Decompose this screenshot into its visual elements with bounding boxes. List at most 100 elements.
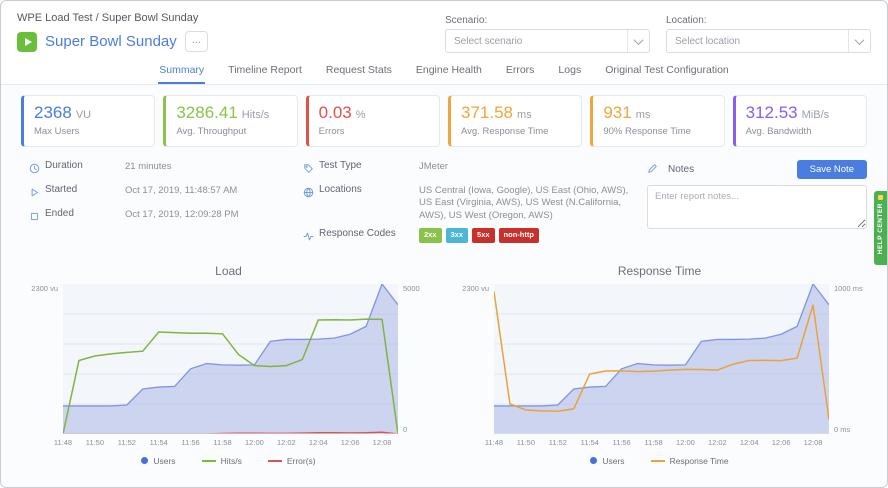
response-time-plot-svg bbox=[494, 283, 829, 434]
metric-value: 371.58 bbox=[460, 103, 513, 122]
x-tick-label: 12:02 bbox=[707, 437, 727, 447]
response-code-badges: 2xx 3xx 5xx non-http bbox=[419, 228, 635, 243]
tab-bar: Summary Timeline Report Request Stats Engin… bbox=[1, 61, 887, 85]
metric-label: 90% Response Time bbox=[603, 126, 691, 137]
metric-value: 2368 bbox=[34, 103, 72, 122]
save-note-button[interactable]: Save Note bbox=[796, 160, 867, 179]
detail-row-test-type: Test Type JMeter bbox=[303, 160, 635, 179]
tab-timeline-report[interactable]: Timeline Report bbox=[228, 64, 302, 76]
location-select[interactable]: Select location bbox=[666, 29, 871, 53]
plot-area: 11:48 11:50 11:52 11:54 11:56 11:58 12:00 12:02… bbox=[54, 283, 398, 447]
detail-label: Duration bbox=[45, 160, 83, 171]
tab-engine-health[interactable]: Engine Health bbox=[415, 64, 482, 76]
detail-value: 21 minutes bbox=[125, 160, 172, 172]
legend-item-users[interactable]: Users bbox=[590, 456, 625, 466]
chart-title: Load bbox=[215, 263, 242, 278]
tab-original-test-configuration[interactable]: Original Test Configuration bbox=[605, 64, 729, 76]
legend-line-icon bbox=[650, 459, 665, 462]
legend-item-error-s-[interactable]: Error(s) bbox=[267, 456, 316, 466]
plot-area: 11:48 11:50 11:52 11:54 11:56 11:58 12:00 12:02… bbox=[485, 283, 829, 447]
more-options-button[interactable]: ... bbox=[184, 31, 208, 52]
help-center-tab[interactable]: HELP CENTER bbox=[874, 191, 887, 265]
detail-row-duration: Duration 21 minutes bbox=[29, 160, 291, 179]
metric-unit: % bbox=[355, 109, 366, 121]
x-tick-label: 11:52 bbox=[117, 437, 136, 447]
legend-line-icon bbox=[201, 459, 216, 462]
detail-row-ended: Ended Oct 17, 2019, 12:09:28 PM bbox=[29, 208, 291, 227]
charts-row: Load 2300 vu 11:48 11:50 11:52 11:54 11:56 11… bbox=[21, 264, 867, 466]
x-tick-label: 11:58 bbox=[213, 437, 232, 447]
breadcrumb: WPE Load Test / Super Bowl Sunday bbox=[17, 12, 199, 24]
right-axis-max-label: 1000 ms bbox=[834, 283, 863, 293]
x-tick-label: 11:50 bbox=[85, 437, 104, 447]
metric-label: Avg. Throughput bbox=[176, 126, 247, 137]
location-label: Location: bbox=[666, 15, 707, 26]
tab-errors[interactable]: Errors bbox=[505, 64, 535, 76]
globe-icon bbox=[303, 184, 319, 203]
chart-title: Response Time bbox=[617, 263, 702, 278]
x-tick-label: 11:54 bbox=[580, 437, 599, 447]
detail-row-locations: Locations US Central (Iowa, Google), US E… bbox=[303, 184, 635, 223]
top-bar: WPE Load Test / Super Bowl Sunday Super … bbox=[1, 1, 887, 53]
chevron-down-icon bbox=[627, 30, 649, 52]
badge-3xx: 3xx bbox=[445, 228, 469, 243]
metrics-row: 2368 VU Max Users 3286.41 Hits/s Avg. Th… bbox=[21, 95, 867, 147]
detail-value: JMeter bbox=[419, 160, 449, 172]
scenario-select[interactable]: Select scenario bbox=[445, 29, 650, 53]
load-plot-svg bbox=[63, 283, 398, 434]
detail-label: Response Codes bbox=[319, 227, 396, 239]
timing-details: Duration 21 minutes Started Oct 17, 2019, … bbox=[21, 160, 291, 252]
right-axis-min-label: 0 bbox=[403, 424, 408, 434]
tab-logs[interactable]: Logs bbox=[558, 64, 582, 76]
metric-card-max-users: 2368 VU Max Users bbox=[21, 95, 156, 147]
right-axis-min-label: 0 ms bbox=[834, 424, 851, 434]
metric-value: 0.03 bbox=[318, 103, 352, 122]
metric-value: 931 bbox=[603, 103, 632, 122]
legend-item-response-time[interactable]: Response Time bbox=[650, 456, 729, 466]
tab-summary[interactable]: Summary bbox=[158, 61, 206, 84]
detail-label: Locations bbox=[319, 184, 362, 195]
run-test-button[interactable] bbox=[17, 31, 37, 52]
metric-value: 3286.41 bbox=[176, 103, 238, 122]
play-icon bbox=[29, 184, 45, 203]
metric-label: Avg. Response Time bbox=[460, 126, 549, 137]
metric-card-90-response-time: 931 ms 90% Response Time bbox=[590, 95, 725, 147]
notes-panel: Notes Save Note bbox=[647, 160, 867, 252]
badge-non-http: non-http bbox=[498, 228, 539, 243]
x-tick-label: 11:56 bbox=[612, 437, 631, 447]
test-details: Test Type JMeter Locations US Central (Iow… bbox=[303, 160, 635, 252]
badge-5xx: 5xx bbox=[472, 228, 495, 243]
left-axis-label: 2300 vu bbox=[462, 283, 489, 293]
x-axis-labels: 11:48 11:50 11:52 11:54 11:56 11:58 12:00 12:02… bbox=[485, 434, 829, 447]
metric-unit: VU bbox=[75, 109, 92, 121]
notes-label: Notes bbox=[668, 164, 695, 175]
report-notes-input[interactable] bbox=[647, 185, 867, 229]
legend-item-users[interactable]: Users bbox=[141, 456, 176, 466]
x-tick-label: 11:52 bbox=[548, 437, 567, 447]
scenario-label: Scenario: bbox=[445, 15, 488, 26]
clock-icon bbox=[29, 160, 45, 179]
legend-line-icon bbox=[267, 459, 282, 462]
metric-label: Errors bbox=[318, 126, 345, 137]
load-chart: Load 2300 vu 11:48 11:50 11:52 11:54 11:56 11… bbox=[21, 264, 436, 466]
x-tick-label: 12:08 bbox=[803, 437, 823, 447]
left-axis-label: 2300 vu bbox=[31, 283, 58, 293]
tag-icon bbox=[303, 160, 319, 179]
chart-legend: Users Response Time bbox=[452, 456, 867, 466]
x-tick-label: 12:04 bbox=[308, 437, 328, 447]
right-axis-max-label: 5000 bbox=[403, 283, 420, 293]
help-icon bbox=[878, 195, 883, 200]
legend-item-hits-s[interactable]: Hits/s bbox=[201, 456, 242, 466]
pencil-icon bbox=[647, 162, 663, 177]
detail-value: US Central (Iowa, Google), US East (Ohio… bbox=[419, 184, 629, 222]
tab-request-stats[interactable]: Request Stats bbox=[325, 64, 392, 76]
x-tick-label: 12:06 bbox=[771, 437, 791, 447]
help-center-label: HELP CENTER bbox=[877, 203, 884, 255]
x-axis-labels: 11:48 11:50 11:52 11:54 11:56 11:58 12:00 12:02… bbox=[54, 434, 398, 447]
test-name-link[interactable]: Super Bowl Sunday bbox=[45, 33, 177, 50]
chevron-down-icon bbox=[848, 30, 870, 52]
detail-row-response-codes: Response Codes 2xx 3xx 5xx non-http bbox=[303, 228, 635, 247]
play-icon bbox=[24, 37, 32, 46]
x-tick-label: 12:08 bbox=[372, 437, 392, 447]
